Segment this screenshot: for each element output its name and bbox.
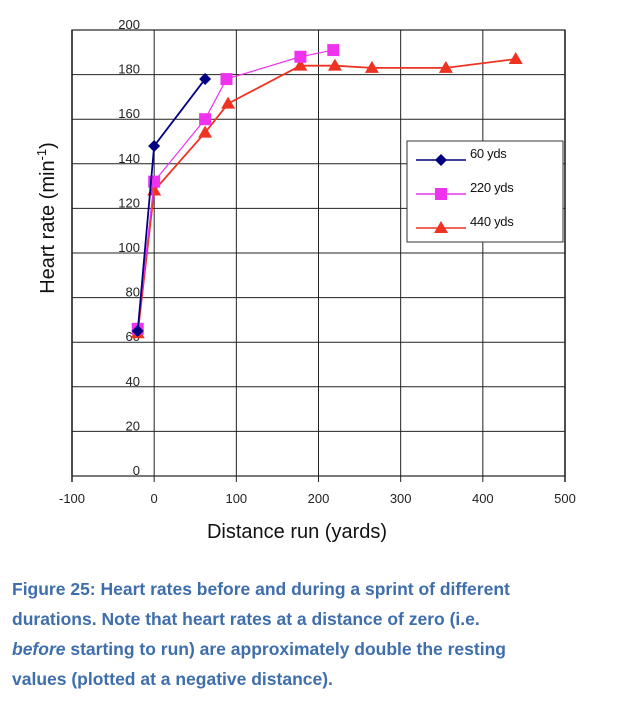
y-axis-label: Heart rate (min-1) xyxy=(34,142,59,294)
y-tick-label: 200 xyxy=(118,17,140,32)
caption-italic-word: before xyxy=(12,639,66,659)
legend-marker-triangle-icon xyxy=(434,221,448,233)
x-tick-label: 400 xyxy=(472,491,494,506)
x-tick-label: 0 xyxy=(151,491,158,506)
x-tick-label: 500 xyxy=(554,491,576,506)
caption-line-3: before starting to run) are approximatel… xyxy=(12,634,590,664)
y-axis-label-superscript: -1 xyxy=(34,149,49,161)
data-point-diamond xyxy=(148,139,161,152)
y-tick-label: 100 xyxy=(118,240,140,255)
plot-border xyxy=(71,29,566,477)
data-point-triangle xyxy=(364,60,379,73)
data-point-square xyxy=(294,50,307,63)
x-tick-label: 200 xyxy=(308,491,330,506)
x-tick-label: 300 xyxy=(390,491,412,506)
x-axis-label: Distance run (yards) xyxy=(207,521,387,543)
series-line xyxy=(137,49,334,329)
legend-box xyxy=(406,140,564,243)
y-tick-label: 80 xyxy=(126,285,140,300)
data-point-triangle xyxy=(438,60,453,73)
data-point-triangle xyxy=(293,58,308,71)
y-tick-label: 160 xyxy=(118,106,140,121)
series-220-yds xyxy=(131,44,340,335)
data-point-diamond xyxy=(199,73,212,86)
y-tick-label: 20 xyxy=(126,418,140,433)
data-point-diamond xyxy=(131,325,144,338)
legend-label: 220 yds xyxy=(470,180,514,195)
legend-marker-square-icon xyxy=(435,188,447,200)
y-axis-label-close: ) xyxy=(37,142,59,149)
y-axis-label-main: Heart rate (min xyxy=(37,160,59,293)
data-point-triangle xyxy=(198,125,213,138)
x-axis-ticks: -100 0 100 200 300 400 500 xyxy=(59,491,576,506)
data-point-triangle xyxy=(508,51,523,64)
x-tick-label: 100 xyxy=(225,491,247,506)
series-440-yds xyxy=(130,51,523,339)
series-60-yds xyxy=(131,73,212,338)
legend-label: 440 yds xyxy=(470,214,514,229)
data-point-square xyxy=(199,113,212,126)
data-series xyxy=(130,44,523,339)
figure-caption: Figure 25: Heart rates before and during… xyxy=(12,574,590,694)
y-tick-label: 0 xyxy=(133,463,140,478)
legend-item: 60 yds xyxy=(416,146,508,166)
legend: 60 yds 220 yds 440 yds xyxy=(406,140,564,243)
y-tick-label: 140 xyxy=(118,151,140,166)
y-tick-label: 120 xyxy=(118,195,140,210)
legend-marker-diamond-icon xyxy=(435,154,447,166)
data-point-square xyxy=(327,44,340,57)
legend-label: 60 yds xyxy=(470,146,507,161)
y-tick-label: 40 xyxy=(126,374,140,389)
data-point-triangle xyxy=(327,58,342,71)
caption-line-2: durations. Note that heart rates at a di… xyxy=(12,609,480,629)
y-tick-label: 180 xyxy=(118,62,140,77)
x-tick-label: -100 xyxy=(59,491,85,506)
legend-item: 220 yds xyxy=(416,180,515,200)
y-axis-ticks: 020406080100120140160180200 xyxy=(118,17,140,478)
series-line xyxy=(136,78,206,332)
caption-line-1: Figure 25: Heart rates before and during… xyxy=(12,579,510,599)
caption-line-4: values (plotted at a negative distance). xyxy=(12,669,333,689)
caption-line-3-rest: starting to run) are approximately doubl… xyxy=(65,639,506,659)
data-point-triangle xyxy=(221,96,236,109)
grid-lines xyxy=(71,29,566,482)
data-point-square xyxy=(220,73,233,86)
legend-item: 440 yds xyxy=(416,214,515,233)
